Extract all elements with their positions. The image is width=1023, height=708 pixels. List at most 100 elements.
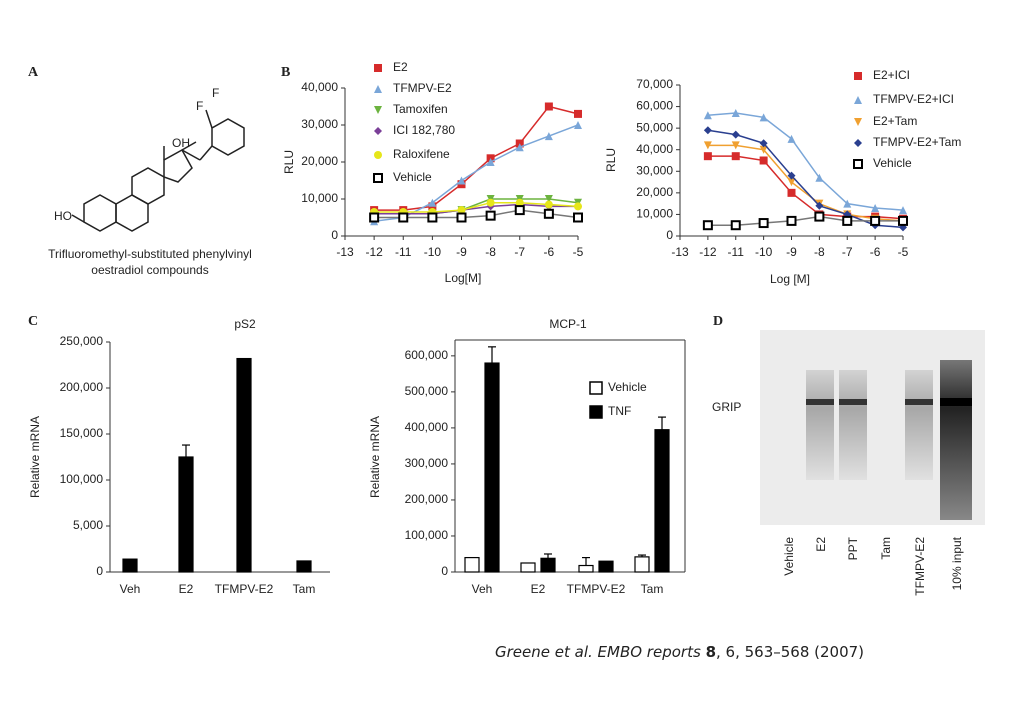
x-tick-label: -6 xyxy=(870,245,881,259)
lane-label: PPT xyxy=(846,536,860,560)
marker xyxy=(898,215,908,226)
marker xyxy=(730,220,741,231)
y-tick-label: 20,000 xyxy=(301,154,338,168)
y-tick-label: 100,000 xyxy=(60,472,104,486)
marker xyxy=(759,156,768,165)
marker xyxy=(486,198,495,207)
marker xyxy=(543,208,554,219)
marker xyxy=(815,173,824,182)
panel-label: A xyxy=(28,65,39,80)
x-tick-label: -9 xyxy=(456,245,467,259)
bar xyxy=(520,562,536,573)
legend-label: TNF xyxy=(608,404,631,418)
legend-marker xyxy=(854,72,862,80)
bar xyxy=(484,362,500,573)
legend-label: TFMPV-E2+ICI xyxy=(873,92,954,106)
x-tick-label: -11 xyxy=(395,245,412,259)
marker xyxy=(759,113,768,122)
caption: oestradiol compounds xyxy=(91,263,208,277)
legend-label: Vehicle xyxy=(608,380,647,394)
marker xyxy=(703,141,712,150)
marker xyxy=(398,212,409,223)
marker xyxy=(871,203,880,212)
y-tick-label: 40,000 xyxy=(636,142,673,156)
x-axis-label: Log [M] xyxy=(770,272,810,286)
bar xyxy=(654,429,670,573)
marker xyxy=(787,178,796,187)
legend-label: TFMPV-E2 xyxy=(393,81,452,95)
legend-label: Vehicle xyxy=(873,156,912,170)
legend-marker xyxy=(374,106,382,114)
x-tick-label: Tam xyxy=(293,582,316,596)
chart-title: MCP-1 xyxy=(549,317,587,331)
x-tick-label: -6 xyxy=(544,245,555,259)
panel-label: C xyxy=(28,314,38,329)
lane-label: E2 xyxy=(814,537,828,552)
lane-label: Tam xyxy=(879,537,893,560)
lane-label: 10% input xyxy=(950,536,964,590)
bar xyxy=(236,357,252,573)
y-tick-label: 150,000 xyxy=(60,426,104,440)
bar xyxy=(296,560,312,573)
marker xyxy=(731,109,740,118)
marker xyxy=(703,126,712,135)
legend-marker xyxy=(374,151,382,159)
x-axis-label: Log[M] xyxy=(445,271,482,285)
x-tick-label: -7 xyxy=(514,245,525,259)
marker xyxy=(514,205,525,216)
y-tick-label: 30,000 xyxy=(636,163,673,177)
caption: Trifluoromethyl-substituted phenylvinyl xyxy=(48,247,252,261)
marker xyxy=(456,212,467,223)
citation: Greene et al. EMBO reports 8, 6, 563–568… xyxy=(495,643,864,661)
marker xyxy=(703,152,712,161)
y-tick-label: 10,000 xyxy=(301,191,338,205)
marker xyxy=(515,198,524,207)
x-tick-label: -8 xyxy=(485,245,496,259)
legend-marker xyxy=(854,139,862,147)
marker xyxy=(544,102,553,111)
bar xyxy=(178,456,194,573)
marker xyxy=(486,158,495,166)
x-tick-label: -11 xyxy=(728,245,745,259)
x-tick-label: -5 xyxy=(573,245,584,259)
y-tick-label: 5,000 xyxy=(73,518,103,532)
marker xyxy=(457,206,466,215)
legend-swatch xyxy=(589,405,603,419)
x-tick-label: -12 xyxy=(699,245,717,259)
x-tick-label: -7 xyxy=(842,245,853,259)
marker xyxy=(870,215,881,226)
x-tick-label: -8 xyxy=(814,245,825,259)
y-tick-label: 50,000 xyxy=(636,120,673,134)
y-tick-label: 100,000 xyxy=(405,528,449,542)
legend-marker xyxy=(854,118,862,126)
x-tick-label: -10 xyxy=(755,245,773,259)
citation-volume: 8 xyxy=(706,643,716,661)
marker xyxy=(573,212,583,223)
y-tick-label: 40,000 xyxy=(301,80,338,94)
panel-label: D xyxy=(713,314,723,329)
marker xyxy=(787,134,796,143)
marker xyxy=(787,171,796,180)
legend-label: E2+ICI xyxy=(873,68,910,82)
bar xyxy=(122,558,138,573)
bar xyxy=(578,564,594,573)
marker xyxy=(369,212,380,223)
y-tick-label: 30,000 xyxy=(301,117,338,131)
marker xyxy=(731,152,740,161)
x-tick-label: -13 xyxy=(336,245,354,259)
y-tick-label: 20,000 xyxy=(636,185,673,199)
marker xyxy=(544,132,553,141)
legend-marker xyxy=(373,173,383,183)
legend-label: ICI 182,780 xyxy=(393,123,455,137)
marker xyxy=(731,141,740,150)
marker xyxy=(814,211,825,222)
marker xyxy=(703,111,712,120)
y-tick-label: 200,000 xyxy=(405,492,449,506)
legend-label: Vehicle xyxy=(393,170,432,184)
x-tick-label: -5 xyxy=(898,245,909,259)
chart-title: pS2 xyxy=(234,317,256,331)
marker xyxy=(702,220,713,231)
marker xyxy=(457,176,466,185)
x-tick-label: TFMPV-E2 xyxy=(567,582,626,596)
